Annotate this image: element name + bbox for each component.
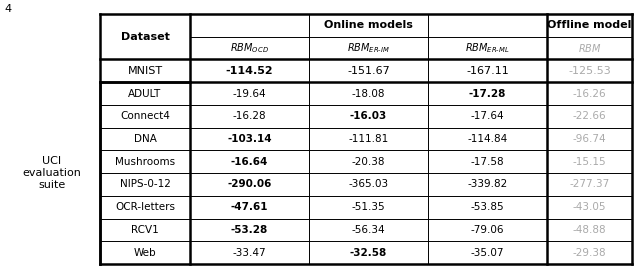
Text: -48.88: -48.88 (573, 225, 606, 235)
Text: -15.15: -15.15 (573, 157, 606, 167)
Text: -111.81: -111.81 (348, 134, 388, 144)
Text: -114.52: -114.52 (226, 66, 273, 76)
Text: -114.84: -114.84 (467, 134, 508, 144)
Text: -22.66: -22.66 (573, 111, 606, 121)
Text: $\mathit{RBM}_{ER\text{-}IM}$: $\mathit{RBM}_{ER\text{-}IM}$ (347, 41, 390, 55)
Text: -339.82: -339.82 (467, 180, 508, 190)
Text: -125.53: -125.53 (568, 66, 611, 76)
Text: -16.64: -16.64 (231, 157, 268, 167)
Text: -20.38: -20.38 (352, 157, 385, 167)
Text: RCV1: RCV1 (131, 225, 159, 235)
Text: -35.07: -35.07 (471, 248, 504, 258)
Text: Mushrooms: Mushrooms (115, 157, 175, 167)
Text: -167.11: -167.11 (466, 66, 509, 76)
Text: DNA: DNA (134, 134, 156, 144)
Text: -18.08: -18.08 (352, 89, 385, 98)
Text: -43.05: -43.05 (573, 202, 606, 212)
Text: -17.28: -17.28 (469, 89, 506, 98)
Text: -151.67: -151.67 (347, 66, 390, 76)
Text: -32.58: -32.58 (350, 248, 387, 258)
Text: -53.28: -53.28 (231, 225, 268, 235)
Text: -16.28: -16.28 (233, 111, 266, 121)
Text: $\mathit{RBM}_{OCD}$: $\mathit{RBM}_{OCD}$ (230, 41, 269, 55)
Text: -29.38: -29.38 (573, 248, 606, 258)
Text: Connect4: Connect4 (120, 111, 170, 121)
Text: MNIST: MNIST (127, 66, 163, 76)
Text: Offline model: Offline model (547, 20, 632, 30)
Text: -365.03: -365.03 (348, 180, 388, 190)
Text: -17.64: -17.64 (470, 111, 504, 121)
Text: -16.26: -16.26 (573, 89, 606, 98)
Text: -290.06: -290.06 (227, 180, 272, 190)
Text: -33.47: -33.47 (233, 248, 266, 258)
Text: -16.03: -16.03 (350, 111, 387, 121)
Text: -96.74: -96.74 (573, 134, 606, 144)
Text: -277.37: -277.37 (570, 180, 610, 190)
Text: Web: Web (134, 248, 156, 258)
Text: $\mathit{RBM}$: $\mathit{RBM}$ (578, 42, 602, 54)
Text: -103.14: -103.14 (227, 134, 272, 144)
Text: -17.58: -17.58 (470, 157, 504, 167)
Text: Online models: Online models (324, 20, 413, 30)
Text: -19.64: -19.64 (233, 89, 266, 98)
Text: -56.34: -56.34 (352, 225, 385, 235)
Text: -51.35: -51.35 (352, 202, 385, 212)
Text: -79.06: -79.06 (471, 225, 504, 235)
Text: -53.85: -53.85 (470, 202, 504, 212)
Text: $\mathit{RBM}_{ER\text{-}ML}$: $\mathit{RBM}_{ER\text{-}ML}$ (465, 41, 510, 55)
Text: -47.61: -47.61 (231, 202, 268, 212)
Text: ADULT: ADULT (129, 89, 162, 98)
Text: Dataset: Dataset (120, 32, 170, 42)
Text: UCI
evaluation
suite: UCI evaluation suite (22, 156, 81, 190)
Text: OCR-letters: OCR-letters (115, 202, 175, 212)
Text: 4: 4 (4, 4, 11, 14)
Text: NIPS-0-12: NIPS-0-12 (120, 180, 170, 190)
